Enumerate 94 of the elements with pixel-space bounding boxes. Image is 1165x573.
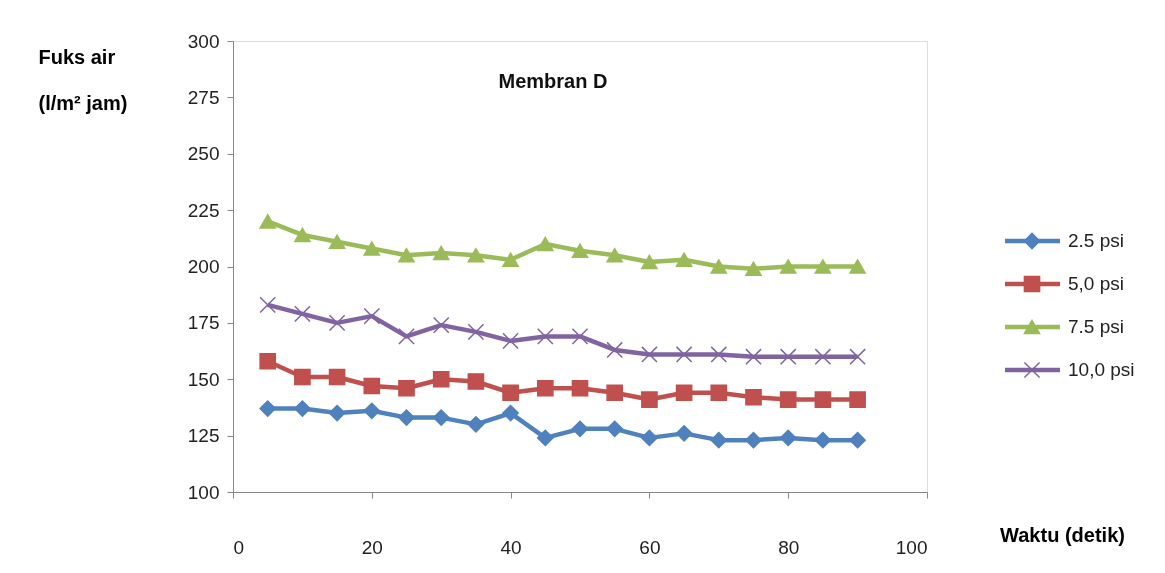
point [849, 391, 866, 408]
point [467, 247, 485, 263]
point [363, 307, 381, 325]
point [398, 328, 415, 345]
point [328, 368, 346, 386]
point [745, 388, 762, 406]
point [363, 241, 381, 256]
point [710, 346, 728, 363]
y-tick-label: 150 [187, 368, 220, 390]
point [363, 402, 381, 420]
y-tick-label: 100 [187, 481, 220, 503]
x-tick-label: 60 [639, 536, 661, 558]
point [641, 254, 658, 270]
point [606, 247, 624, 263]
point [745, 348, 762, 366]
point [710, 384, 728, 402]
point [259, 352, 277, 370]
point [467, 373, 485, 390]
x-tick-label: 40 [500, 536, 522, 558]
point [294, 227, 311, 243]
x-tick-label: 80 [778, 536, 800, 558]
x-tick-label: 100 [895, 536, 928, 558]
point [398, 247, 415, 263]
text: Fuks air (l/m² jam) [38, 45, 128, 114]
point [328, 234, 346, 250]
point [675, 346, 693, 363]
point [502, 252, 519, 268]
point [502, 404, 519, 422]
point [606, 420, 624, 438]
y-tick-label: 225 [187, 199, 220, 221]
text: Membran D [498, 70, 608, 92]
point [502, 332, 519, 350]
point [328, 314, 346, 332]
legend-label: 5,0 psi [1068, 273, 1124, 294]
point [467, 416, 485, 433]
y-tick-label: 200 [187, 256, 220, 277]
point [294, 305, 311, 323]
point [675, 252, 693, 268]
point [779, 391, 797, 408]
point [363, 377, 381, 395]
y-tick-label: 300 [187, 30, 220, 52]
point [849, 259, 866, 274]
x-axis-title: Waktu (detik) [1000, 523, 1125, 546]
point [849, 431, 866, 449]
point [536, 379, 554, 397]
point [536, 328, 554, 345]
y-tick-label: 275 [187, 86, 220, 108]
x-tick-label: 0 [233, 536, 245, 558]
point [814, 431, 832, 449]
point [432, 409, 450, 426]
point [779, 348, 797, 366]
point [432, 316, 450, 334]
point [536, 236, 554, 252]
point [675, 425, 693, 442]
point [745, 261, 762, 277]
legend-label: 2.5 psi [1068, 230, 1124, 251]
point [779, 429, 797, 447]
point [259, 400, 277, 417]
point [606, 341, 624, 359]
point [571, 328, 589, 345]
point [467, 323, 485, 341]
point [432, 370, 450, 388]
point [814, 348, 832, 366]
y-tick-label: 125 [187, 425, 220, 447]
y-tick-label: 250 [187, 143, 220, 165]
point [814, 391, 832, 408]
point [641, 391, 658, 408]
point [398, 409, 415, 426]
point [398, 379, 415, 397]
point [849, 348, 866, 366]
point [745, 431, 762, 449]
point [779, 259, 797, 274]
point [675, 384, 693, 402]
point [641, 346, 658, 363]
point [328, 404, 346, 422]
point [710, 259, 728, 274]
point [710, 431, 728, 449]
point [571, 420, 589, 438]
point [502, 384, 519, 402]
legend-label: 7.5 psi [1068, 316, 1124, 337]
point [814, 259, 832, 274]
point [294, 368, 311, 386]
y-tick-label: 175 [187, 312, 220, 334]
point [294, 400, 311, 417]
point [606, 384, 624, 402]
legend-label: 10,0 psi [1068, 359, 1135, 380]
x-tick-label: 20 [361, 536, 383, 558]
point [432, 245, 450, 261]
point [641, 429, 658, 447]
point [571, 243, 589, 259]
point [536, 429, 554, 447]
point [571, 379, 589, 397]
point [259, 296, 277, 314]
point [259, 214, 277, 229]
